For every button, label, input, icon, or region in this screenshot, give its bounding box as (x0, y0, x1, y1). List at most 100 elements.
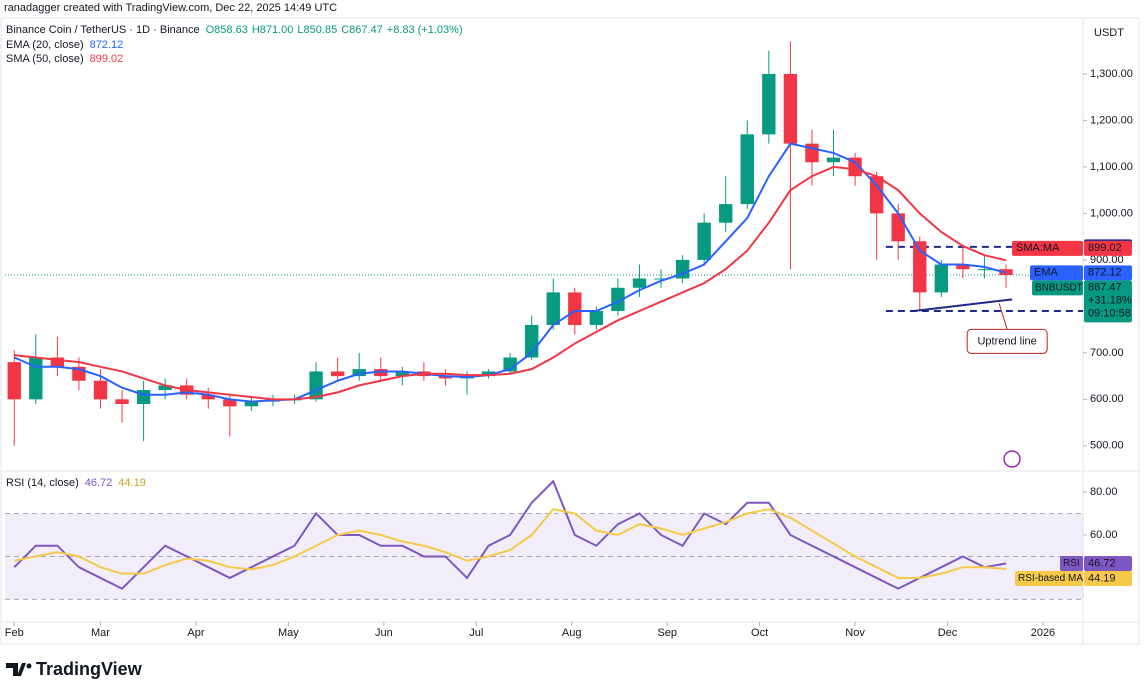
y-tick-label: 700.00 (1090, 347, 1124, 359)
last-tag-change: +31.18% (1088, 295, 1132, 307)
annotation-text: Uptrend line (977, 335, 1036, 347)
ema-name: EMA (20, close) (6, 39, 84, 51)
candle-body (352, 369, 366, 377)
ohlc: O858.63 (206, 24, 248, 36)
rsi-legend: RSI (14, close) 46.72 44.19 (6, 477, 146, 489)
candle-body (589, 311, 604, 325)
candle-body (201, 394, 215, 400)
x-tick-label: May (278, 627, 299, 639)
logo: TradingView (6, 659, 143, 679)
candle-body (891, 213, 905, 242)
x-tick-label: Oct (751, 627, 768, 639)
x-tick-label: Sep (657, 627, 677, 639)
candle-body (7, 362, 21, 400)
candle-body (762, 73, 776, 135)
ohlc: C867.47 (341, 24, 383, 36)
x-tick-label: Feb (5, 627, 24, 639)
candle-body (438, 376, 453, 379)
currency: USDT (1094, 27, 1124, 39)
trendline (913, 298, 1013, 313)
y-tick-label: 1,200.00 (1090, 114, 1133, 126)
candle-body (395, 371, 410, 377)
candle-body (330, 371, 345, 377)
ema-tag-name: EMA (1034, 267, 1059, 279)
rsi-tag-value: 46.72 (1088, 557, 1116, 569)
x-tick-label: Jun (375, 627, 393, 639)
candle-body (568, 292, 582, 325)
candle-body (158, 385, 172, 391)
ema-tag-value-bg (1084, 265, 1132, 281)
candle-body (244, 401, 259, 407)
candle-body (869, 176, 884, 214)
candle-body (115, 399, 129, 404)
y-tick-label: 1,100.00 (1090, 161, 1133, 173)
candle-body (481, 371, 496, 377)
candle-body (826, 157, 841, 163)
candle-body (503, 357, 517, 372)
last-tag-name: BNBUSDT (1035, 282, 1083, 293)
candle-body (93, 380, 108, 400)
rsi-ma-line (14, 508, 1007, 579)
last-tag-countdown: 09:10:58 (1088, 308, 1131, 320)
rsi-ma-tag-value: 44.19 (1088, 572, 1116, 584)
candle-body (740, 134, 754, 205)
sma-value: 899.02 (90, 53, 124, 65)
y-tick-label: 900.00 (1090, 254, 1124, 266)
ema-tag-bg (1030, 265, 1083, 281)
ohlc: H871.00 (252, 24, 294, 36)
y-tick-label: 500.00 (1090, 440, 1124, 452)
attribution: ranadagger created with TradingView.com,… (4, 2, 337, 14)
logo-dot (26, 663, 32, 669)
candle-body (223, 399, 237, 407)
candle-body (50, 357, 65, 367)
last-tag-name-bg (1032, 280, 1083, 296)
annotation-box (966, 328, 1048, 354)
y-tick-label: 1,300.00 (1090, 68, 1133, 80)
rsi-ma-tag-name-bg (1015, 571, 1083, 587)
candle-body (956, 264, 970, 270)
rsi-title: RSI (14, close) (6, 477, 79, 489)
candle-body (977, 269, 992, 271)
y-tick-label: 80.00 (1090, 486, 1118, 498)
x-tick-label: Nov (845, 627, 865, 639)
y-tick-label: 60.00 (1090, 529, 1118, 541)
x-tick-label: 2026 (1031, 627, 1055, 639)
rsi-tag-name: RSI (1063, 558, 1080, 569)
ema-tag-value: 872.12 (1088, 267, 1122, 279)
ema-legend: EMA (20, close) 872.12 (6, 39, 123, 51)
candle-body (632, 278, 647, 288)
candle-body (913, 241, 927, 293)
ema-value: 872.12 (90, 39, 124, 51)
sma-legend: SMA (50, close) 899.02 (6, 53, 123, 65)
rsi-band (5, 513, 1083, 600)
frame (0, 17, 1140, 645)
sma-tag-value-bg (1084, 240, 1132, 256)
x-tick-label: Dec (938, 627, 958, 639)
rsi-tag-value-bg (1084, 556, 1132, 572)
ohlc: +8.83 (+1.03%) (387, 24, 463, 36)
rsi-tag-name-bg (1060, 556, 1083, 572)
candle-body (29, 357, 43, 400)
logo-mark (6, 663, 26, 676)
icon[interactable] (1003, 450, 1021, 468)
y-tick-label: 1,000.00 (1090, 207, 1133, 219)
brand: TradingView (36, 659, 143, 679)
sma-line (14, 165, 1007, 401)
last-tag-bg (1084, 280, 1132, 323)
candle-body (675, 259, 690, 279)
ohlc: L850.85 (297, 24, 337, 36)
sma-tag-value: 899.02 (1088, 242, 1122, 254)
x-tick-label: Jul (469, 627, 483, 639)
sma-name: SMA (50, close) (6, 53, 84, 65)
symbol-legend: Binance Coin / TetherUS · 1D · Binance O8… (6, 24, 463, 36)
candle-body (719, 204, 733, 223)
rsi-line (13, 479, 1007, 590)
candle-body (783, 73, 798, 144)
x-tick-label: Aug (562, 627, 582, 639)
sma-tag-name: SMA:MA (1016, 242, 1060, 254)
candle-body (934, 264, 949, 293)
rsi-value: 46.72 (85, 477, 113, 489)
candle-body (374, 369, 388, 377)
symbol-title: Binance Coin / TetherUS · 1D · Binance (6, 24, 200, 36)
y-tick-label: 600.00 (1090, 393, 1124, 405)
